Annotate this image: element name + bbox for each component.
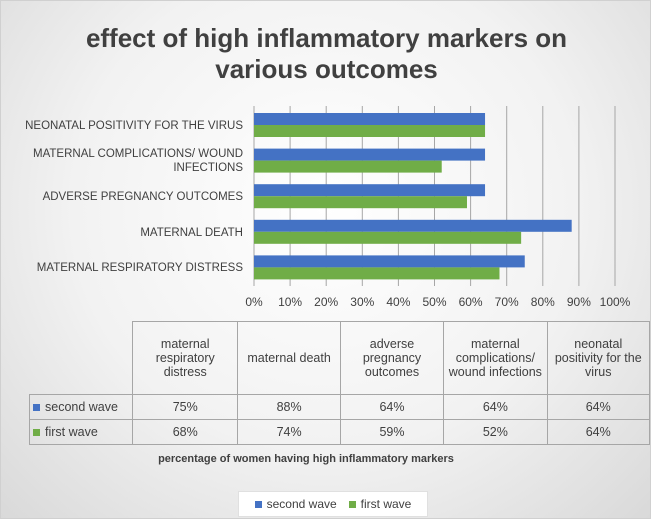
- x-tick-label: 70%: [495, 295, 519, 309]
- bar: [254, 219, 572, 232]
- legend-swatch: [348, 501, 356, 508]
- table-value: 64%: [443, 394, 548, 420]
- x-tick-label: 40%: [386, 295, 410, 309]
- chart-title: effect of high inflammatory markers on v…: [85, 23, 568, 84]
- bar: [254, 148, 486, 161]
- y-tick-label: neonatal positivity for the virus: [25, 119, 243, 132]
- legend-item: second wave: [254, 497, 337, 511]
- y-tick-label: adverse pregnancy outcomes: [42, 191, 243, 203]
- table-value: 74%: [237, 419, 341, 445]
- x-tick-label: 10%: [278, 295, 302, 309]
- table-value: 52%: [443, 419, 548, 445]
- x-tick-label: 80%: [531, 295, 555, 309]
- data-table: maternal respiratory distress maternal de…: [28, 321, 651, 445]
- legend-label: second wave: [266, 497, 337, 511]
- table-value: 68%: [132, 419, 239, 445]
- x-axis-title: percentage of women having high inflamma…: [158, 453, 454, 465]
- table-row: second wave 75% 88% 64% 64% 64%: [28, 394, 651, 420]
- legend-swatch: [254, 501, 262, 508]
- bar: [254, 184, 486, 197]
- legend-swatch: [33, 404, 40, 411]
- x-tick-label: 50%: [422, 295, 446, 309]
- series-name: first wave: [45, 425, 98, 439]
- table-value: 64%: [546, 394, 651, 420]
- table-value: 64%: [546, 419, 651, 445]
- table-value: 64%: [339, 394, 445, 420]
- bar: [254, 255, 525, 268]
- legend-label: first wave: [360, 497, 412, 511]
- table-header-cell: maternal respiratory distress: [132, 321, 239, 395]
- y-tick-label: maternal complications/ wound infections: [33, 148, 243, 175]
- bar: [254, 160, 442, 173]
- table-value: 88%: [237, 394, 341, 420]
- table-row-label: second wave: [28, 394, 134, 420]
- table-header-cell: adverse pregnancy outcomes: [339, 321, 445, 395]
- table-row: first wave 68% 74% 59% 52% 64%: [28, 419, 651, 445]
- legend-item: first wave: [348, 497, 412, 511]
- x-tick-label: 90%: [567, 295, 591, 309]
- y-tick-label: maternal death: [140, 226, 243, 239]
- table-value: 75%: [132, 394, 239, 420]
- bar: [254, 231, 522, 244]
- table-header-cell: neonatal positivity for the virus: [546, 321, 651, 395]
- table-header-cell: maternal death: [237, 321, 341, 395]
- legend: second wave first wave: [238, 491, 428, 517]
- x-tick-label: 60%: [459, 295, 483, 309]
- table-header-row: maternal respiratory distress maternal de…: [30, 321, 651, 395]
- series-name: second wave: [45, 400, 118, 414]
- bar: [254, 267, 500, 280]
- x-tick-label: 30%: [350, 295, 374, 309]
- table-header-cell: maternal complications/ wound infections: [443, 321, 548, 395]
- x-tick-label: 0%: [245, 295, 263, 309]
- table-corner: [30, 322, 133, 395]
- table-row-label: first wave: [28, 419, 134, 445]
- table-value: 59%: [339, 419, 445, 445]
- x-tick-label: 100%: [600, 295, 631, 309]
- bar: [254, 196, 467, 209]
- x-tick-label: 20%: [314, 295, 338, 309]
- y-tick-label: maternal respiratory distress: [36, 262, 243, 275]
- bar: [254, 113, 486, 125]
- bar: [254, 125, 486, 137]
- legend-swatch: [33, 429, 40, 436]
